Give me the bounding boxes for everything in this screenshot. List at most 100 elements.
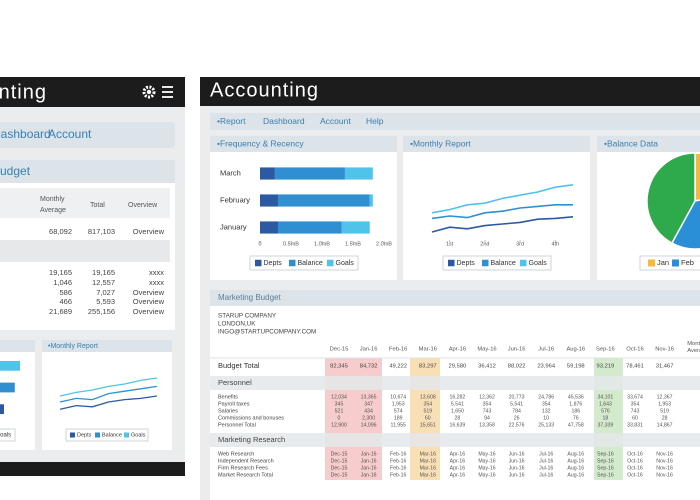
table-cell: Overview: [133, 297, 165, 306]
settings-icon[interactable]: [142, 85, 156, 99]
table-cell: 49,222: [389, 364, 407, 370]
table-cell: 15,651: [420, 422, 436, 428]
table-cell: May-16: [478, 465, 495, 471]
left-footer-bar: [0, 462, 185, 476]
table-cell: 743: [631, 408, 640, 414]
table-cell: 466: [59, 297, 72, 306]
budget-table-band: [0, 240, 170, 262]
legend-swatch: [648, 259, 655, 267]
app-title: Accounting: [0, 81, 47, 103]
column-header: Overview: [128, 202, 158, 209]
card-title: •Frequency & Recency: [217, 138, 304, 148]
category-label: February: [220, 195, 250, 204]
table-cell: Feb-16: [390, 465, 407, 471]
row-label: Personnel Total: [218, 422, 256, 428]
legend-swatch: [255, 259, 262, 267]
table-cell: 345: [335, 401, 344, 407]
table-cell: Sep-16: [597, 465, 614, 471]
table-cell: Aug-16: [567, 472, 584, 478]
section-band: [210, 433, 700, 447]
nav-link[interactable]: Help: [366, 116, 384, 126]
table-cell: Jun-16: [509, 458, 525, 464]
legend-swatch: [672, 259, 679, 267]
month-header: Sep-16: [596, 347, 615, 353]
month-header: Jan-16: [360, 347, 378, 353]
nav-link[interactable]: Dashboard: [263, 116, 305, 126]
table-cell: 12,557: [92, 278, 115, 287]
table-cell: Apr-16: [450, 465, 466, 471]
row-label: Budget Total: [218, 361, 260, 370]
table-cell: 1,650: [451, 408, 464, 414]
table-cell: Nov-16: [656, 472, 673, 478]
x-tick-label: 4th: [552, 241, 560, 247]
table-cell: 2,300: [362, 415, 375, 421]
table-cell: May-16: [478, 451, 495, 457]
month-header: Nov-16: [655, 347, 674, 353]
table-cell: Jul-16: [539, 465, 553, 471]
legend-box: [0, 428, 16, 442]
table-cell: Feb-16: [390, 472, 407, 478]
table-cell: Dec-15: [331, 472, 348, 478]
table-cell: Jul-16: [539, 458, 553, 464]
table-cell: Dec-15: [331, 451, 348, 457]
table-cell: 82,345: [330, 364, 348, 370]
table-cell: 255,156: [88, 307, 115, 316]
nav-link[interactable]: Account: [320, 116, 351, 126]
table-cell: 59,198: [567, 364, 585, 370]
table-cell: Overview: [133, 307, 165, 316]
budget-table-header: [0, 188, 170, 218]
table-cell: 7,027: [96, 288, 115, 297]
category-label: January: [220, 222, 247, 231]
row-label: Salaries: [218, 408, 238, 414]
table-cell: 354: [542, 401, 551, 407]
card-title: Marketing Budget: [218, 293, 281, 302]
legend-label: Depts: [77, 432, 92, 438]
month-header: MonthAverage: [687, 341, 700, 354]
table-cell: 13,365: [361, 394, 377, 400]
pie-slice: [694, 152, 700, 202]
legend-swatch: [448, 259, 455, 267]
table-cell: 93,219: [597, 364, 615, 370]
bar-segment: [0, 404, 4, 415]
table-cell: 132: [542, 408, 551, 414]
x-tick-label: 1st: [446, 241, 454, 247]
table-cell: 45,536: [568, 394, 584, 400]
table-cell: 22,576: [509, 422, 525, 428]
table-cell: 33,674: [627, 394, 643, 400]
table-cell: Sep-16: [597, 472, 614, 478]
row-label: Independent Research: [218, 458, 274, 464]
month-header: Apr-16: [449, 347, 466, 353]
bar-segment: [341, 221, 370, 234]
table-cell: 28: [662, 415, 668, 421]
table-cell: 519: [423, 408, 432, 414]
main-header-bar: [200, 77, 700, 106]
table-cell: 10: [543, 415, 549, 421]
table-cell: 817,103: [88, 227, 115, 236]
table-cell: 0: [338, 415, 341, 421]
x-tick-label: 2nd: [480, 241, 489, 247]
table-cell: 12,900: [331, 422, 347, 428]
table-cell: Apr-16: [450, 458, 466, 464]
table-cell: Aug-16: [567, 458, 584, 464]
month-header: Aug-16: [566, 347, 585, 353]
column-header: Monthly Average: [40, 196, 66, 214]
nav-link[interactable]: Account: [48, 127, 92, 141]
card-header: [210, 136, 397, 152]
table-cell: 14,096: [361, 422, 377, 428]
table-cell: Oct-16: [627, 458, 643, 464]
nav-link[interactable]: Dashboard: [0, 127, 51, 141]
legend-label: Feb: [681, 258, 694, 267]
table-cell: 68,092: [49, 227, 72, 236]
row-label: Benefits: [218, 394, 238, 400]
card-title: •Monthly Report: [48, 343, 98, 350]
table-cell: 14,867: [657, 422, 673, 428]
table-cell: Nov-16: [656, 458, 673, 464]
table-cell: 347: [364, 401, 373, 407]
table-cell: 37,339: [597, 422, 613, 428]
menu-icon[interactable]: [162, 86, 173, 98]
table-cell: 33,831: [627, 422, 643, 428]
legend-box: [442, 255, 552, 271]
table-cell: 1,876: [569, 401, 582, 407]
nav-link[interactable]: •Report: [217, 116, 246, 126]
month-header: Jun-16: [508, 347, 526, 353]
